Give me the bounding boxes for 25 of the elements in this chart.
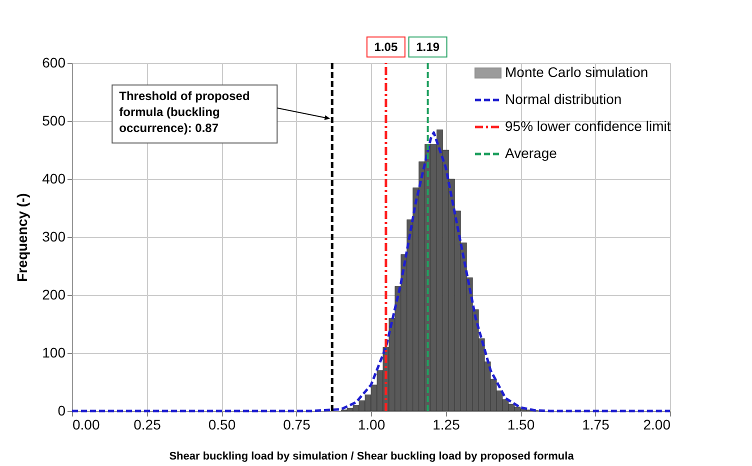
y-tick-label: 600 — [42, 54, 66, 70]
y-tick-label: 0 — [58, 402, 66, 418]
legend-label: 95% lower confidence limit — [505, 118, 671, 134]
x-tick-label: 1.00 — [358, 416, 386, 432]
y-tick-label: 100 — [42, 344, 66, 360]
y-tick-label: 200 — [42, 286, 66, 302]
y-axis-title: Frequency (-) — [14, 193, 30, 282]
x-tick-label: 1.25 — [432, 416, 460, 432]
x-axis-title: Shear buckling load by simulation / Shear buckling load by proposed formula — [169, 450, 575, 462]
x-tick-label: 0.00 — [72, 416, 100, 432]
y-tick-label: 500 — [42, 112, 66, 128]
x-tick-label: 1.75 — [582, 416, 610, 432]
annotation: 1.05 — [374, 40, 398, 54]
legend-label: Average — [505, 145, 558, 161]
x-tick-label: 2.00 — [643, 416, 671, 432]
y-tick-label: 300 — [42, 228, 66, 244]
legend-label: Normal distribution — [505, 91, 622, 107]
y-tick-label: 400 — [42, 170, 66, 186]
annotation: Threshold of proposed formula (buckling occurrence): 0.87 — [119, 89, 250, 135]
legend-label: Monte Carlo simulation — [505, 64, 648, 80]
x-tick-label: 0.75 — [283, 416, 311, 432]
x-tick-label: 0.25 — [134, 416, 162, 432]
x-tick-label: 1.50 — [507, 416, 535, 432]
x-tick-label: 0.50 — [208, 416, 236, 432]
annotation: 1.19 — [416, 40, 440, 54]
